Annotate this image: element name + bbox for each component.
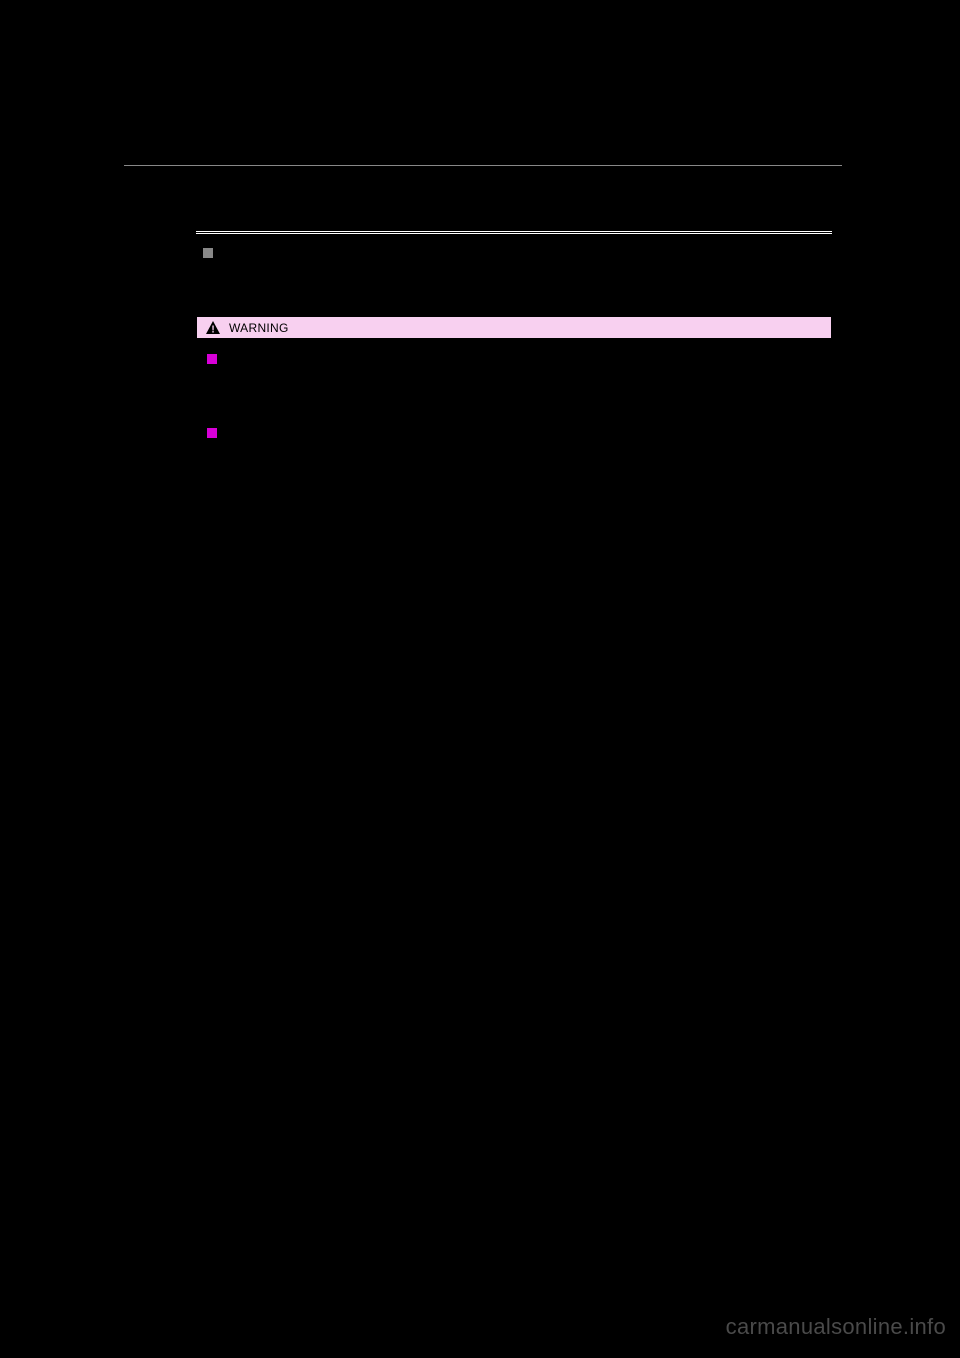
section-marker-icon [203, 248, 213, 258]
header-divider [124, 165, 842, 166]
warning-item [207, 427, 821, 445]
warning-bullet-icon [207, 354, 217, 364]
watermark: carmanualsonline.info [726, 1314, 946, 1340]
manual-page: ! WARNING [120, 165, 830, 480]
section-heading-row [120, 246, 830, 264]
warning-header: ! WARNING [197, 317, 831, 339]
warning-label: WARNING [229, 321, 289, 335]
warning-box: ! WARNING [196, 316, 832, 480]
content-top-rule [196, 231, 832, 234]
warning-body [197, 339, 831, 479]
warning-triangle-icon: ! [205, 320, 221, 336]
svg-text:!: ! [211, 324, 214, 335]
warning-item [207, 353, 821, 371]
warning-bullet-icon [207, 428, 217, 438]
